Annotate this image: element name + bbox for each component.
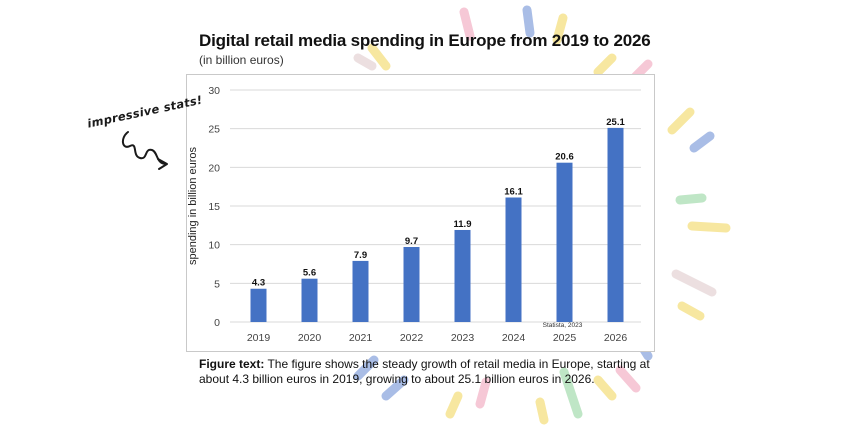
- confetti-piece: [675, 193, 707, 205]
- x-tick-label: 2023: [451, 332, 475, 344]
- figure-caption: Figure text: The figure shows the steady…: [199, 357, 659, 387]
- confetti-piece: [593, 53, 617, 77]
- chart-title: Digital retail media spending in Europe …: [199, 31, 651, 50]
- bar: [301, 278, 318, 322]
- caption-label: Figure text:: [199, 357, 265, 371]
- y-tick-label: 5: [214, 278, 220, 290]
- y-tick-label: 20: [208, 162, 220, 174]
- chart-subtitle: (in billion euros): [199, 53, 284, 67]
- x-tick-label: 2022: [400, 332, 424, 344]
- confetti-piece: [381, 375, 409, 401]
- data-label: 5.6: [303, 268, 316, 279]
- confetti-piece: [593, 375, 617, 401]
- confetti-piece: [615, 365, 641, 393]
- y-axis-label: spending in billion euros: [187, 146, 199, 265]
- x-tick-label: 2021: [349, 332, 373, 344]
- bar: [352, 260, 369, 322]
- bar: [454, 229, 471, 322]
- confetti-piece: [353, 355, 379, 381]
- confetti-piece: [671, 269, 717, 297]
- confetti-piece: [475, 377, 491, 409]
- x-tick-label: 2020: [298, 332, 322, 344]
- bar: [250, 288, 267, 322]
- squiggle-arrow-icon: [122, 131, 168, 170]
- data-label: 4.3: [252, 278, 265, 289]
- confetti-piece: [522, 5, 535, 38]
- source-note: Statista, 2023: [543, 322, 583, 329]
- x-tick-label: 2024: [502, 332, 526, 344]
- caption-text: The figure shows the steady growth of re…: [199, 357, 650, 386]
- bar: [556, 162, 573, 322]
- confetti-piece: [687, 221, 731, 233]
- x-tick-label: 2026: [604, 332, 628, 344]
- data-label: 11.9: [454, 219, 472, 230]
- data-label: 16.1: [504, 186, 523, 197]
- y-tick-label: 25: [208, 124, 220, 136]
- data-label: 25.1: [606, 117, 625, 128]
- confetti-piece: [677, 301, 705, 321]
- confetti-piece: [689, 131, 715, 153]
- bar: [403, 246, 420, 322]
- confetti-piece: [559, 367, 583, 419]
- confetti-piece: [445, 391, 463, 419]
- data-label: 7.9: [354, 250, 367, 261]
- y-tick-label: 30: [208, 85, 220, 97]
- confetti-piece: [535, 397, 549, 425]
- confetti-piece: [353, 53, 377, 71]
- confetti-piece: [459, 7, 475, 41]
- x-tick-label: 2019: [247, 332, 271, 344]
- confetti-piece: [552, 13, 568, 45]
- y-tick-label: 10: [208, 240, 220, 252]
- y-tick-label: 15: [208, 201, 220, 213]
- confetti-piece: [367, 43, 391, 71]
- y-tick-label: 0: [214, 317, 220, 329]
- data-label: 9.7: [405, 236, 418, 247]
- bar: [505, 197, 522, 322]
- bar: [607, 127, 624, 322]
- confetti-piece: [667, 107, 695, 135]
- x-tick-label: 2025: [553, 332, 577, 344]
- data-label: 20.6: [555, 152, 574, 163]
